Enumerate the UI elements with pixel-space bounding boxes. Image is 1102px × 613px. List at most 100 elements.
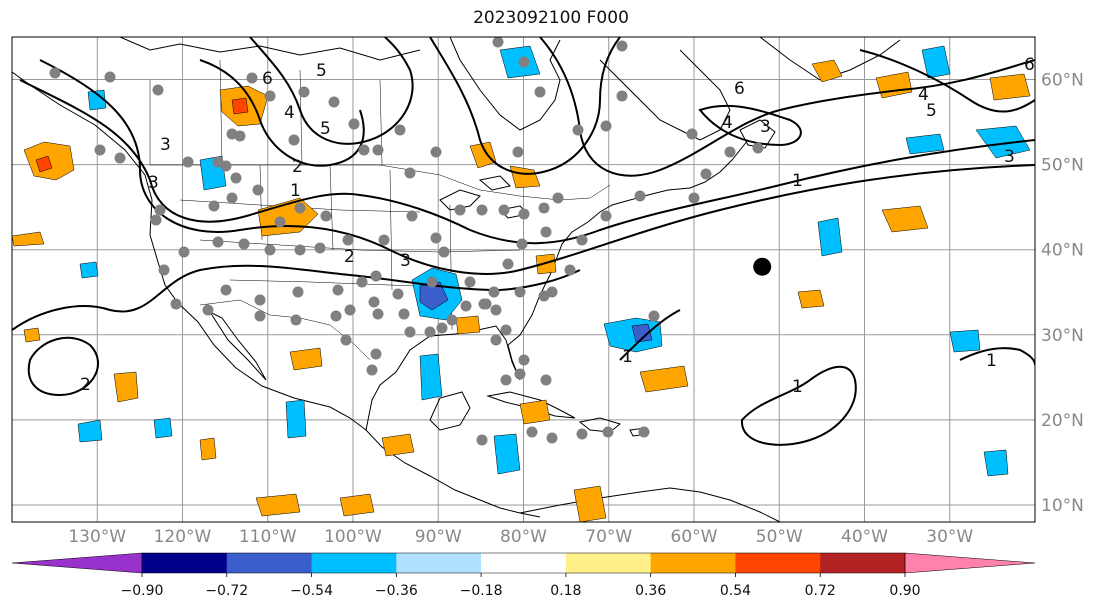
anomaly-positive [881, 205, 929, 233]
contour-label: 3 [160, 135, 171, 155]
latitude-tick-label: 30°N [1041, 326, 1084, 346]
anomaly-negative [493, 433, 521, 475]
anomaly-negative [79, 261, 99, 279]
contour-label: 3 [1004, 147, 1015, 167]
colorbar-tick-label: −0.90 [121, 583, 164, 599]
contour-label: 6 [1024, 55, 1035, 75]
observation-dot [638, 426, 650, 438]
contour-line [859, 49, 1035, 113]
observation-dot [464, 276, 476, 288]
observation-dot [512, 146, 524, 158]
anomaly-positive [199, 437, 217, 461]
observation-dot [154, 204, 166, 216]
observation-dot [178, 246, 190, 258]
anomaly-positive [381, 433, 415, 457]
observation-dot [49, 67, 61, 79]
contour-line [19, 79, 1035, 245]
contour-label: 5 [320, 119, 331, 139]
observation-dot [314, 242, 326, 254]
anomaly-positive [289, 347, 323, 371]
observation-dot [538, 290, 550, 302]
anomaly-negative [983, 449, 1009, 477]
observation-dot [424, 326, 436, 338]
observation-dot [576, 428, 588, 440]
contour-label: 4 [918, 85, 929, 105]
observation-dot [292, 286, 304, 298]
contour-label: 2 [344, 247, 355, 267]
observation-dot [340, 334, 352, 346]
contour-line [27, 336, 100, 397]
observation-dot [150, 214, 162, 226]
observation-dot [254, 294, 266, 306]
observation-dot [104, 71, 116, 83]
canadian-arctic [119, 37, 421, 61]
observation-dot [264, 90, 276, 102]
observation-dot [226, 192, 238, 204]
observation-dot [212, 236, 224, 248]
map-title: 2023092100 F000 [473, 8, 629, 28]
colorbar-tick-label: −0.54 [290, 583, 333, 599]
contour-labels: 6 5 4 5 3 2 1 3 2 3 6 4 3 5 1 1 1 4 5 6 … [80, 55, 1035, 397]
contour-label: 6 [734, 79, 745, 99]
colorbar-segment [226, 553, 313, 573]
observation-dot [94, 144, 106, 156]
anomaly-positive [455, 315, 481, 335]
north-america-west-coast [12, 71, 541, 518]
contour-line [698, 104, 802, 147]
contour-label: 1 [622, 347, 633, 367]
longitude-tick-label: 90°W [415, 527, 462, 547]
canada-provinces [149, 59, 383, 166]
contour-line [39, 59, 1035, 275]
observation-dot [220, 160, 232, 172]
longitude-tick-label: 30°W [926, 527, 973, 547]
observation-dot [328, 96, 340, 108]
observation-dot [724, 146, 736, 158]
observation-dot [648, 310, 660, 322]
colorbar-tick-label: 0.18 [550, 583, 581, 599]
observation-dot [368, 296, 380, 308]
longitude-tick-label: 130°W [68, 527, 126, 547]
observation-dot [476, 204, 488, 216]
contour-label: 3 [760, 117, 771, 137]
baja-california [208, 310, 267, 381]
anomaly-negative [975, 125, 1031, 159]
observation-dot [700, 168, 712, 180]
contour-label: 4 [284, 103, 295, 123]
observation-dot [538, 202, 550, 214]
contour-line [12, 264, 581, 331]
contour-line [959, 347, 1035, 366]
observation-dot [600, 120, 612, 132]
contour-label: 1 [792, 171, 803, 191]
colorbar-frame [141, 552, 906, 574]
colorbar-tick-label: 0.72 [805, 583, 836, 599]
east-coast [561, 139, 749, 245]
observation-dot [274, 216, 286, 228]
observation-dot [488, 286, 500, 298]
observation-dot [252, 184, 264, 196]
anomaly-positive [469, 141, 497, 169]
observation-dot [246, 72, 258, 84]
anomaly-strong-negative [631, 323, 653, 343]
longitude-tick-label: 60°W [671, 527, 718, 547]
observation-dot [498, 204, 510, 216]
observation-dot [290, 314, 302, 326]
anomaly-negative [87, 89, 107, 111]
observation-dot [516, 238, 528, 250]
contour-line [619, 309, 681, 361]
observation-dot [170, 298, 182, 310]
anomaly-strong-positive [231, 97, 249, 115]
contour-label: 5 [926, 101, 937, 121]
anomaly-positive [113, 371, 139, 403]
contour-label: 1 [792, 377, 803, 397]
observation-dot [404, 167, 416, 179]
gulf-of-mexico-coast [365, 243, 563, 431]
anomaly-positive [339, 493, 375, 517]
observation-dot [264, 244, 276, 256]
station-marker [753, 257, 772, 276]
anomaly-positive [989, 73, 1031, 101]
anomaly-positive [639, 365, 689, 393]
anomaly-positive [255, 493, 301, 517]
observation-dot [502, 258, 514, 270]
observation-dot [430, 146, 442, 158]
